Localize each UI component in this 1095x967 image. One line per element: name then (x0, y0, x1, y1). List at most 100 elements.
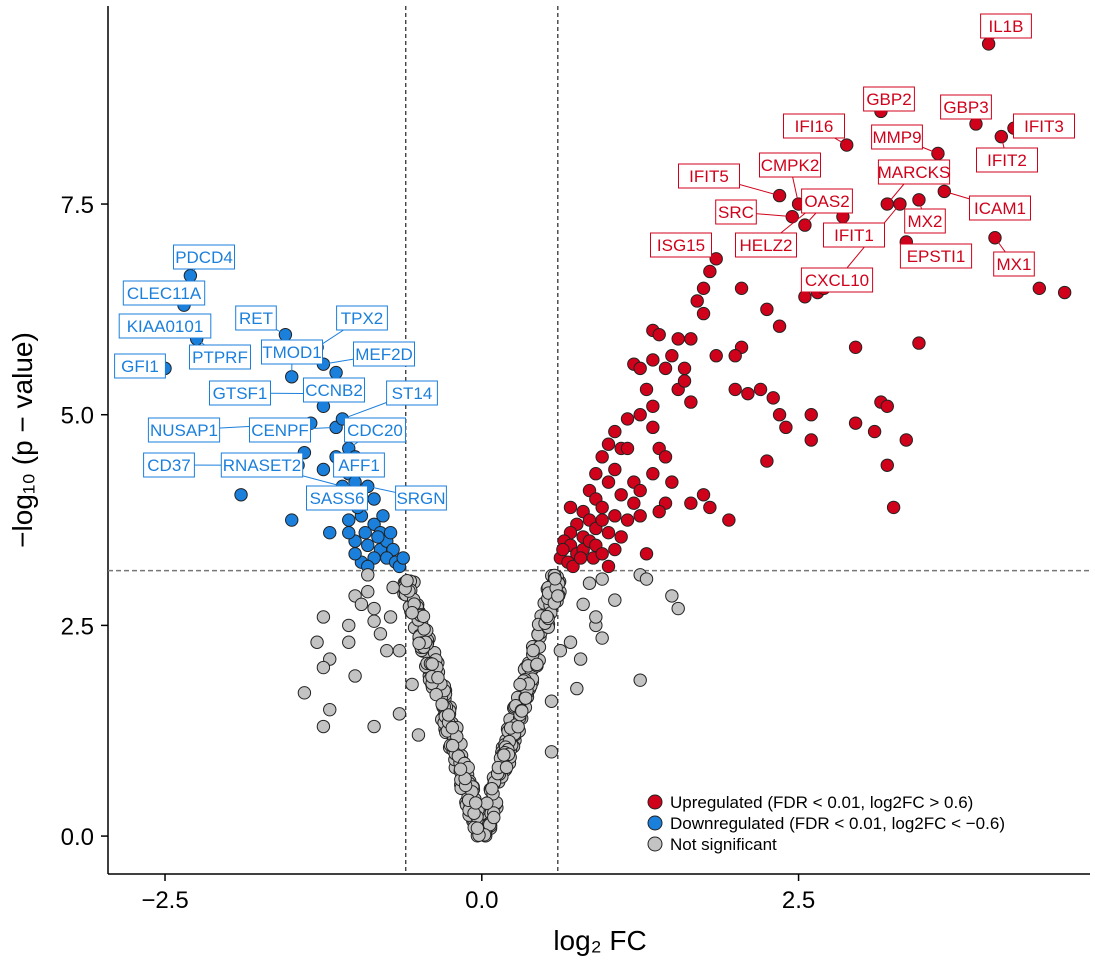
data-point-ns (671, 601, 685, 616)
data-point-ns (511, 720, 525, 734)
data-point-up (684, 332, 698, 346)
data-point-up (671, 332, 685, 346)
data-point-ns (485, 781, 499, 796)
data-point-up (633, 408, 647, 422)
data-point-ns (513, 677, 527, 692)
data-point-up (772, 408, 787, 422)
data-point-up (899, 433, 913, 447)
down-gene-label: MEF2D (353, 341, 415, 367)
data-point-ns (416, 609, 431, 624)
data-point-ns (573, 652, 588, 666)
data-point-up (646, 420, 660, 435)
data-point-down (342, 513, 356, 527)
up-gene-label-text: MX1 (997, 255, 1032, 274)
data-point-up (690, 294, 704, 308)
data-point-ns (639, 572, 654, 586)
data-point-up (696, 281, 711, 296)
data-point-up (880, 399, 894, 413)
data-point-down (329, 365, 343, 380)
data-point-down (285, 513, 299, 527)
data-point-down (396, 551, 410, 565)
data-point-up (639, 547, 654, 561)
data-point-up (867, 424, 882, 439)
plot-panel (107, 6, 1090, 875)
up-gene-label-box (715, 199, 757, 225)
data-point-down (234, 488, 248, 502)
data-point-up (722, 513, 736, 527)
data-point-ns (499, 760, 514, 775)
data-point-ns (515, 704, 529, 718)
up-gene-label-box (650, 232, 712, 258)
data-point-up (589, 467, 603, 481)
up-gene-label: IFIT2 (976, 147, 1038, 173)
up-gene-label-box (735, 232, 797, 258)
data-point-ns (544, 694, 559, 708)
down-gene-label-text: CD37 (147, 456, 190, 475)
data-point-ns (608, 593, 622, 607)
down-gene-label-text: SASS6 (310, 489, 365, 508)
data-point-ns (445, 720, 459, 735)
data-point-ns (595, 572, 609, 586)
up-gene-label: IFIT5 (678, 163, 740, 189)
data-point-up (772, 319, 787, 333)
data-point-ns (411, 728, 426, 742)
down-gene-label: CENPF (249, 417, 311, 443)
down-gene-label-text: TMOD1 (262, 343, 322, 362)
legend-swatch-ns (647, 836, 663, 852)
data-point-ns (563, 635, 578, 649)
down-gene-label-text: CDC20 (347, 421, 403, 440)
data-point-down (323, 525, 337, 540)
legend: Upregulated (FDR < 0.01, log2FC > 0.6) Do… (647, 793, 1005, 854)
down-gene-label-box (261, 339, 323, 365)
data-point-ns (480, 796, 494, 810)
data-point-ns (445, 738, 460, 753)
down-gene-label-text: CENPF (251, 421, 309, 440)
down-gene-label-text: PTPRF (192, 348, 248, 367)
data-point-down (348, 547, 362, 561)
data-point-down (367, 492, 381, 506)
data-point-ns (425, 657, 439, 671)
up-gene-label-box (976, 147, 1038, 173)
down-gene-label: GFI1 (114, 353, 166, 379)
data-point-ns (386, 580, 400, 595)
data-point-up (608, 509, 622, 523)
data-point-down (383, 525, 398, 540)
down-gene-label: CD37 (143, 452, 195, 478)
up-gene-label-text: HELZ2 (740, 236, 793, 255)
down-gene-label-text: CCNB2 (305, 381, 363, 400)
up-gene-label: ICAM1 (969, 195, 1031, 221)
legend-label-down: Downregulated (FDR < 0.01, log2FC < −0.6… (670, 814, 1005, 833)
down-gene-label-text: TPX2 (341, 309, 384, 328)
data-point-up (595, 450, 609, 464)
down-gene-label-box (249, 417, 311, 443)
down-gene-label-box (189, 344, 251, 370)
up-gene-label-box (969, 195, 1031, 221)
data-point-ns (548, 572, 562, 586)
up-gene-label: IFIT3 (1013, 113, 1075, 139)
data-point-ns (316, 610, 331, 624)
data-point-up (573, 551, 588, 565)
data-point-up (595, 500, 609, 515)
down-gene-label: NUSAP1 (147, 417, 221, 443)
data-point-ns (361, 568, 375, 582)
down-gene-label-text: RNASET2 (223, 456, 301, 475)
data-point-up (677, 361, 692, 376)
data-point-down (371, 530, 385, 544)
up-gene-label-box (877, 159, 951, 185)
data-point-ns (316, 660, 331, 675)
data-point-ns (342, 618, 356, 633)
down-gene-label-box (114, 353, 166, 379)
data-point-up (709, 349, 723, 363)
data-point-down (316, 462, 331, 477)
down-gene-label: GTSF1 (209, 380, 271, 406)
up-gene-label-box (899, 243, 973, 269)
up-gene-label-text: MX2 (908, 212, 943, 231)
data-point-up (684, 395, 698, 409)
up-gene-label-box (800, 267, 874, 293)
data-point-ns (354, 597, 369, 612)
legend-label-up: Upregulated (FDR < 0.01, log2FC > 0.6) (670, 793, 973, 812)
data-point-up (614, 488, 628, 502)
data-point-ns (530, 657, 544, 672)
up-gene-label: GBP3 (940, 94, 992, 120)
down-gene-label-box (173, 244, 235, 270)
